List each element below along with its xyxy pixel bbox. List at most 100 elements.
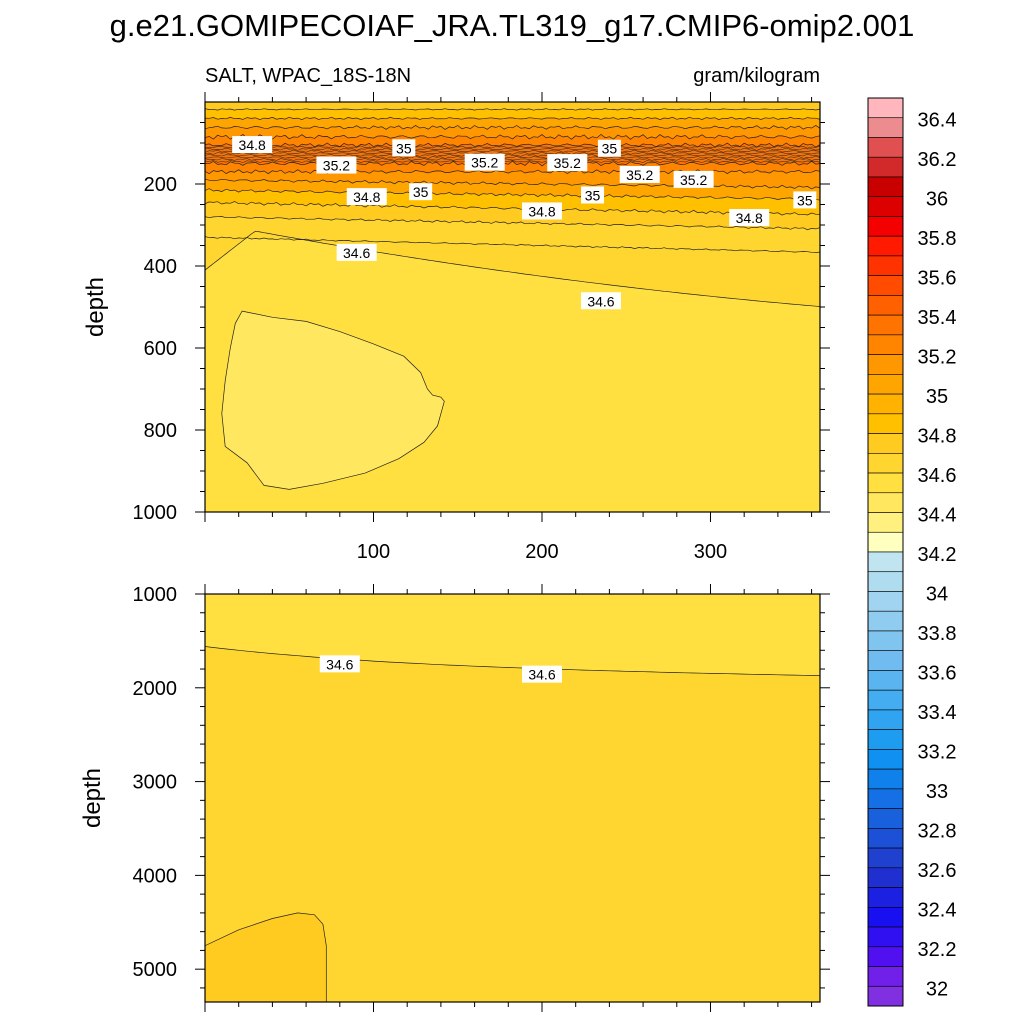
- y-tick-label: 1000: [133, 584, 178, 606]
- colorbar-swatch: [867, 453, 904, 474]
- contour-line: [205, 108, 820, 111]
- y-axis-label: depth: [82, 277, 109, 337]
- colorbar-swatch: [867, 512, 904, 533]
- colorbar-swatch: [867, 492, 904, 513]
- colorbar-swatch: [867, 887, 904, 908]
- contour-line: [205, 153, 820, 157]
- contour-label: 35.2: [323, 158, 350, 174]
- contour-line-34.6: [205, 646, 820, 676]
- fill-34.9: [205, 108, 820, 120]
- colorbar-swatch: [867, 926, 904, 948]
- y-tick-label: 200: [144, 174, 177, 196]
- colorbar-label: 35.2: [918, 347, 957, 369]
- contour-label-bg: [580, 292, 621, 310]
- contour-label: 35: [602, 141, 618, 157]
- colorbar-label: 33.8: [918, 623, 957, 645]
- colorbar-label: 36.4: [918, 110, 957, 132]
- y-tick-label: 5000: [133, 959, 178, 981]
- colorbar-label: 36.2: [918, 149, 957, 171]
- contour-label-bg: [673, 170, 714, 188]
- contour-label: 34.6: [587, 293, 614, 309]
- upper-contour-fill: [205, 102, 820, 512]
- contour-label-bg: [336, 243, 377, 261]
- contour-label-bg: [597, 139, 621, 157]
- colorbar-swatch: [867, 670, 904, 691]
- colorbar-label: 32.4: [918, 899, 957, 921]
- lower-contour-fill: [205, 594, 820, 1002]
- colorbar-label: 33.6: [918, 662, 957, 684]
- colorbar-label: 32.2: [918, 939, 957, 961]
- fill-35.0: [205, 117, 820, 130]
- contour-line: [205, 133, 820, 140]
- contour-label-bg: [619, 165, 660, 183]
- colorbar-swatch: [867, 216, 904, 237]
- colorbar-swatch: [867, 314, 904, 336]
- contour-line: [205, 116, 820, 120]
- colorbar-swatch: [867, 867, 904, 888]
- colorbar-swatch: [867, 137, 904, 158]
- colorbar-swatch: [867, 393, 904, 415]
- contour-label: 34.6: [343, 245, 370, 261]
- colorbar-swatch: [867, 413, 904, 434]
- colorbar-label: 32: [926, 978, 948, 1000]
- colorbar-label: 32.6: [918, 860, 957, 882]
- fill-34.5-blob: [221, 310, 445, 490]
- fill-34.7: [205, 231, 820, 307]
- colorbar-swatch: [867, 374, 904, 395]
- y-tick-label: 4000: [133, 865, 178, 887]
- colorbar-swatch: [867, 610, 904, 632]
- colorbar-swatch: [867, 235, 904, 257]
- colorbar-swatch: [867, 531, 904, 553]
- contour-line: [205, 160, 820, 167]
- colorbar-label: 36: [926, 189, 948, 211]
- colorbar: 36.4 36.2 36 35.8 35.6 35.4 35.2 35 34.8 34.6 34.4…: [867, 97, 957, 1007]
- fill-34.6: [205, 594, 820, 676]
- lower-frame: [204, 593, 821, 1003]
- contour-label: 34.8: [528, 203, 555, 219]
- colorbar-label: 33: [926, 781, 948, 803]
- colorbar-label: 34.6: [918, 465, 957, 487]
- colorbar-swatch: [867, 709, 904, 730]
- colorbar-label: 35.8: [918, 228, 957, 250]
- contour-label-bg: [346, 188, 387, 206]
- contour-label-bg: [409, 183, 433, 201]
- x-tick-label: 300: [694, 541, 727, 563]
- contour-label-bg: [464, 153, 505, 171]
- contour-label-bg: [316, 156, 357, 174]
- colorbar-label: 34.8: [918, 426, 957, 448]
- colorbar-label: 33.2: [918, 741, 957, 763]
- lower-panel: 34.6 34.6 1000 2000 3000 4000 5000 depth: [79, 584, 830, 1012]
- contour-label: 35.2: [554, 155, 581, 171]
- colorbar-swatch: [867, 847, 904, 869]
- contour-label: 35.2: [680, 172, 707, 188]
- contour-label-bg: [521, 202, 562, 220]
- contour-line: [205, 151, 820, 155]
- colorbar-swatch: [867, 985, 904, 1007]
- contour-line: [205, 147, 820, 151]
- colorbar-label: 32.8: [918, 820, 957, 842]
- contour-line: [205, 157, 820, 161]
- colorbar-swatch: [867, 808, 904, 829]
- colorbar-swatch: [867, 630, 904, 651]
- contour-line: [205, 142, 820, 148]
- contour-label: 35: [396, 140, 412, 156]
- contour-label: 34.6: [326, 656, 353, 672]
- colorbar-swatch: [867, 650, 904, 671]
- y-tick-label: 2000: [133, 678, 178, 700]
- colorbar-swatch: [867, 966, 904, 987]
- fill-34.8-patch: [205, 912, 327, 1002]
- colorbar-swatch: [867, 551, 904, 573]
- contour-label: 35.2: [626, 167, 653, 183]
- contour-label: 34.8: [353, 189, 380, 205]
- y-tick-label: 1000: [133, 502, 178, 524]
- contour-line: [205, 216, 820, 231]
- x-tick-label: 200: [525, 541, 558, 563]
- colorbar-swatch: [867, 946, 904, 967]
- contour-line: [205, 201, 820, 216]
- fill-34.7: [205, 216, 820, 253]
- contour-label-bg: [729, 209, 770, 227]
- units-label: gram/kilogram: [693, 65, 820, 87]
- x-tick-label: 100: [357, 541, 390, 563]
